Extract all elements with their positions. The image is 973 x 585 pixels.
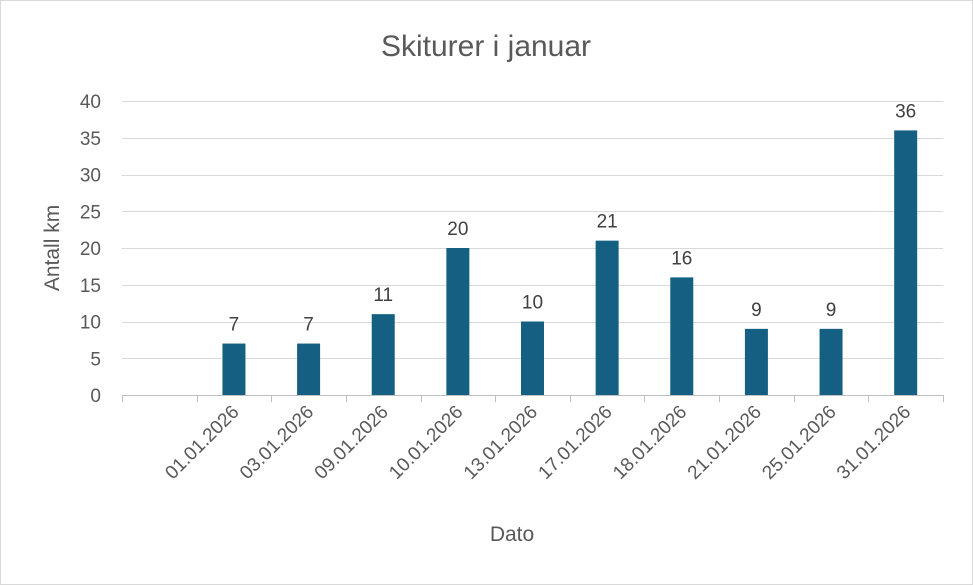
x-tick-label: 21.01.2026 [684, 402, 766, 484]
bar [595, 240, 619, 395]
chart-title: Skiturer i januar [381, 30, 591, 63]
y-tick-label: 40 [80, 92, 101, 113]
x-tick-label: 31.01.2026 [833, 402, 915, 484]
x-tick-label: 13.01.2026 [460, 402, 542, 484]
y-tick-label: 25 [80, 202, 101, 223]
data-label: 7 [229, 315, 240, 336]
x-axis-title: Dato [490, 523, 534, 546]
data-label: 10 [522, 293, 543, 314]
x-tick-label: 09.01.2026 [311, 402, 393, 484]
y-tick-label: 30 [80, 166, 101, 187]
data-label: 21 [597, 212, 618, 233]
data-label: 16 [671, 248, 692, 269]
y-tick-label: 15 [80, 276, 101, 297]
data-label: 20 [447, 219, 468, 240]
y-axis-title: Antall km [41, 205, 64, 291]
bar [894, 130, 918, 395]
bar [297, 343, 321, 395]
bar [446, 248, 470, 395]
bar [371, 314, 395, 395]
y-tick-label: 5 [90, 349, 101, 370]
x-tick-label: 01.01.2026 [161, 402, 243, 484]
x-tick-label: 17.01.2026 [535, 402, 617, 484]
x-tick-label: 18.01.2026 [609, 402, 691, 484]
x-tick-label: 10.01.2026 [385, 402, 467, 484]
bar [222, 343, 246, 395]
x-tick-label: 25.01.2026 [758, 402, 840, 484]
y-tick-label: 20 [80, 239, 101, 260]
y-tick-label: 10 [80, 313, 101, 334]
bar [819, 328, 843, 395]
data-label: 9 [751, 300, 762, 321]
bar [670, 277, 694, 395]
data-label: 11 [373, 285, 393, 306]
bar [744, 328, 768, 395]
bar [521, 321, 544, 395]
y-tick-label: 35 [80, 129, 101, 150]
data-label: 9 [826, 300, 837, 321]
data-label: 7 [303, 315, 314, 336]
x-tick-label: 03.01.2026 [236, 402, 318, 484]
y-tick-label: 0 [90, 386, 101, 407]
data-label: 36 [895, 101, 916, 122]
